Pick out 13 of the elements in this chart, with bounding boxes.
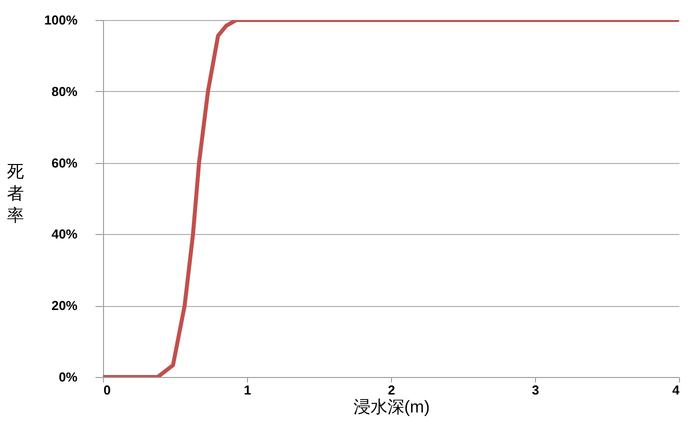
y-tick-label: 20% bbox=[51, 298, 78, 314]
y-tick-label: 100% bbox=[44, 12, 78, 28]
x-axis-title: 浸水深(m) bbox=[353, 398, 430, 416]
y-tick-label: 60% bbox=[51, 155, 78, 170]
x-tick-label: 2 bbox=[388, 382, 396, 398]
y-axis-title: 死者率 bbox=[7, 162, 24, 225]
y-tick-label: 80% bbox=[51, 84, 78, 99]
x-tick-label: 1 bbox=[244, 382, 252, 398]
x-tick-label: 0 bbox=[104, 382, 111, 398]
x-tick-label: 4 bbox=[672, 382, 680, 398]
y-tick-label: 40% bbox=[51, 226, 78, 242]
y-tick-label: 0% bbox=[58, 370, 78, 384]
x-tick-label: 3 bbox=[532, 382, 540, 398]
